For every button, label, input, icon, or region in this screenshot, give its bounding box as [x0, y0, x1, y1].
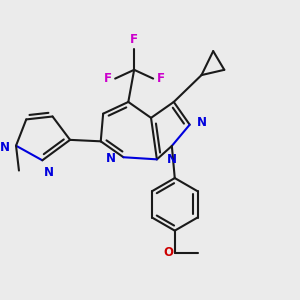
- Text: O: O: [163, 246, 173, 259]
- Text: N: N: [106, 152, 116, 165]
- Text: F: F: [104, 72, 112, 85]
- Text: F: F: [157, 72, 165, 85]
- Text: F: F: [130, 33, 138, 46]
- Text: N: N: [197, 116, 207, 129]
- Text: N: N: [0, 141, 10, 154]
- Text: N: N: [44, 166, 54, 178]
- Text: N: N: [167, 153, 177, 166]
